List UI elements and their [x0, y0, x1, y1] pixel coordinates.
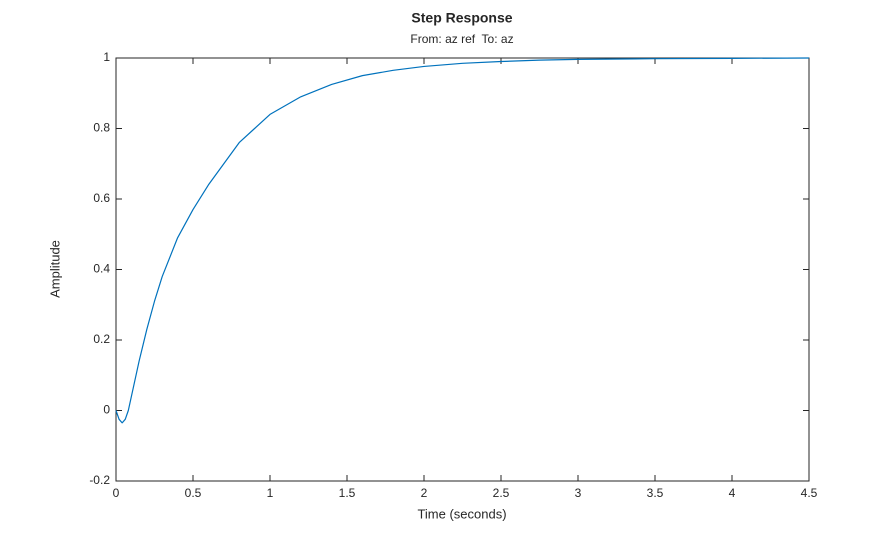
x-tick-label: 3.5	[647, 486, 664, 500]
y-tick-label: -0.2	[89, 473, 110, 487]
chart-subtitle: From: az ref To: az	[410, 32, 513, 46]
y-tick-label: 1	[103, 50, 110, 64]
series-line	[115, 57, 810, 424]
x-tick-label: 2.5	[493, 486, 510, 500]
x-tick-label: 4.5	[801, 486, 818, 500]
chart-title: Step Response	[411, 10, 512, 26]
y-tick-label: 0.4	[93, 262, 110, 276]
x-tick-label: 3	[575, 486, 582, 500]
y-tick-label: 0.6	[93, 191, 110, 205]
x-tick-label: 1.5	[339, 486, 356, 500]
x-tick-label: 0	[113, 486, 120, 500]
y-tick-label: 0.2	[93, 332, 110, 346]
y-tick-label: 0.8	[93, 121, 110, 135]
x-tick-label: 2	[421, 486, 428, 500]
y-axis-label: Amplitude	[47, 240, 62, 298]
x-axis-label: Time (seconds)	[417, 506, 506, 521]
x-tick-label: 0.5	[185, 486, 202, 500]
x-tick-label: 1	[267, 486, 274, 500]
y-tick-label: 0	[103, 403, 110, 417]
x-tick-label: 4	[729, 486, 736, 500]
